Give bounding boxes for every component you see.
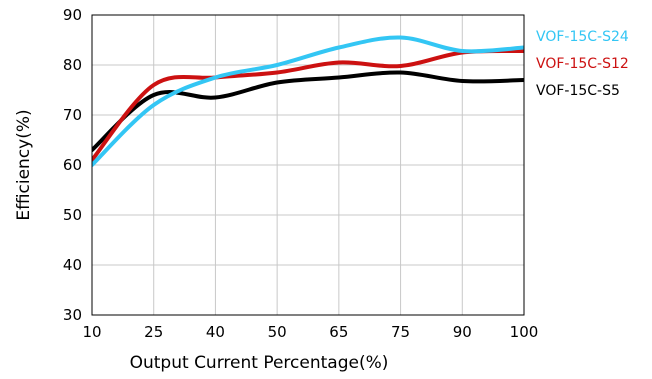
series-line-vof-15c-s12 xyxy=(92,48,524,162)
x-axis-label: Output Current Percentage(%) xyxy=(130,353,389,373)
series-line-vof-15c-s5 xyxy=(92,70,524,152)
y-tick-label: 50 xyxy=(63,206,82,224)
x-tick-label: 65 xyxy=(329,323,348,341)
x-tick-label: 10 xyxy=(82,323,101,341)
y-axis-label: Efficiency(%) xyxy=(14,109,34,220)
y-tick-label: 80 xyxy=(63,56,82,74)
y-tick-label: 60 xyxy=(63,156,82,174)
x-tick-label: 40 xyxy=(206,323,225,341)
x-tick-label: 50 xyxy=(268,323,287,341)
legend: VOF-15C-S24 VOF-15C-S12 VOF-15C-S5 xyxy=(536,29,629,99)
series-line-vof-15c-s24 xyxy=(92,35,524,167)
legend-entry-vof-15c-s5: VOF-15C-S5 xyxy=(536,83,620,99)
legend-entry-vof-15c-s12: VOF-15C-S12 xyxy=(536,56,629,72)
y-tick-label: 70 xyxy=(63,106,82,124)
legend-entry-vof-15c-s24: VOF-15C-S24 xyxy=(536,29,629,45)
x-tick-label: 25 xyxy=(144,323,163,341)
plot-frame xyxy=(91,14,525,316)
y-tick-label: 40 xyxy=(63,256,82,274)
x-tick-label: 90 xyxy=(453,323,472,341)
grid xyxy=(92,15,524,315)
tick-labels: 10 25 40 50 65 75 90 100 30 40 50 60 70 80 90 xyxy=(63,6,538,341)
y-tick-label: 30 xyxy=(63,306,82,324)
y-tick-label: 90 xyxy=(63,6,82,24)
x-tick-label: 75 xyxy=(391,323,410,341)
x-tick-label: 100 xyxy=(510,323,539,341)
series-lines xyxy=(92,35,524,167)
